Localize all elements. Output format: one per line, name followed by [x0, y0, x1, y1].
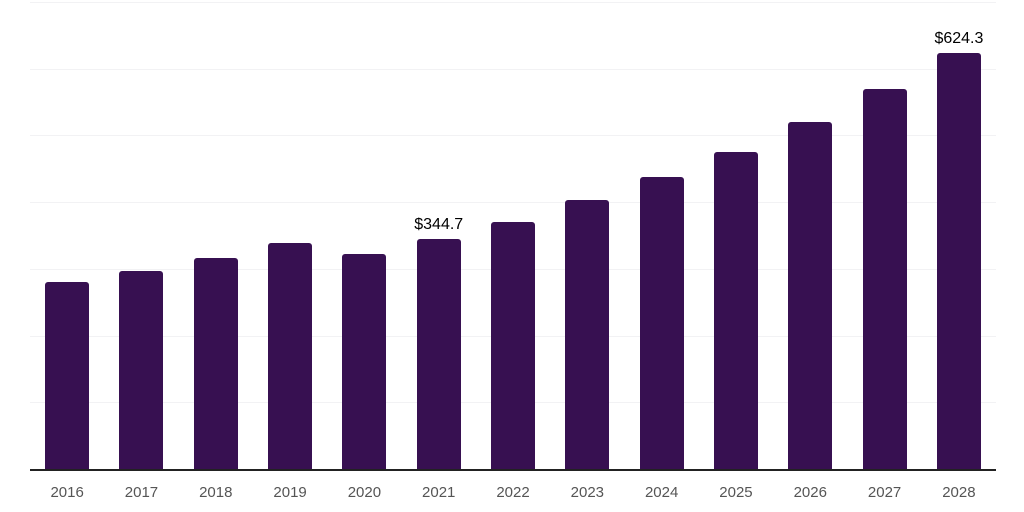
x-axis-label-2022: 2022	[496, 484, 530, 501]
bar-slot-2017	[104, 2, 178, 469]
gridline-700	[30, 2, 996, 3]
gridline-500	[30, 135, 996, 137]
bar-slot-2027	[847, 2, 921, 469]
bar-2028	[936, 52, 981, 469]
x-axis-label-2020: 2020	[347, 484, 382, 501]
x-axis-line	[30, 469, 996, 471]
bar-value-label-2021: $344.7	[414, 216, 464, 234]
bar-2023	[565, 199, 610, 469]
bar-slot-2018	[179, 2, 253, 469]
bar-slot-2016	[30, 2, 104, 469]
bar-2025	[713, 151, 758, 469]
bar-2019	[268, 242, 313, 469]
bar-2017	[119, 270, 164, 469]
bar-2020	[342, 253, 387, 469]
bar-slot-2020	[327, 2, 401, 469]
bar-2022	[491, 221, 536, 469]
bar-2026	[788, 122, 833, 469]
gridline-400	[30, 202, 996, 204]
x-axis-label-2021: 2021	[422, 484, 456, 501]
bar-slot-2019	[253, 2, 327, 469]
bar-slot-2026	[773, 2, 847, 469]
x-axis-label-2028: 2028	[942, 484, 976, 501]
bar-slot-2021: $344.7	[402, 2, 476, 469]
bar-slot-2028: $624.3	[922, 2, 996, 469]
x-axis-label-2018: 2018	[199, 484, 233, 501]
bar-2027	[862, 89, 907, 469]
x-axis-label-2017: 2017	[124, 484, 159, 501]
x-axis-label-2016: 2016	[50, 484, 84, 501]
bar-2024	[639, 176, 684, 469]
x-axis-label-2027: 2027	[867, 484, 902, 501]
x-axis-label-2024: 2024	[644, 484, 679, 501]
bar-2021	[416, 239, 461, 469]
x-axis-label-2025: 2025	[719, 484, 753, 501]
bar-slot-2022	[476, 2, 550, 469]
bar-slot-2024	[625, 2, 699, 469]
gridline-600	[30, 68, 996, 70]
bars-layer: $344.7 $624.3	[30, 2, 996, 469]
bar-slot-2023	[550, 2, 624, 469]
x-axis-labels: 2016 2017 2018 2019 2020 2021 2022 2023 2024 2025…	[30, 471, 996, 511]
bar-slot-2025	[699, 2, 773, 469]
bar-2016	[45, 281, 90, 469]
bar-value-label-2028: $624.3	[934, 29, 984, 47]
x-axis-label-2026: 2026	[793, 484, 827, 501]
plot-area: $344.7 $624.3	[30, 2, 996, 469]
bar-2018	[193, 257, 238, 469]
x-axis-label-2023: 2023	[570, 484, 605, 501]
x-axis-label-2019: 2019	[273, 484, 307, 501]
